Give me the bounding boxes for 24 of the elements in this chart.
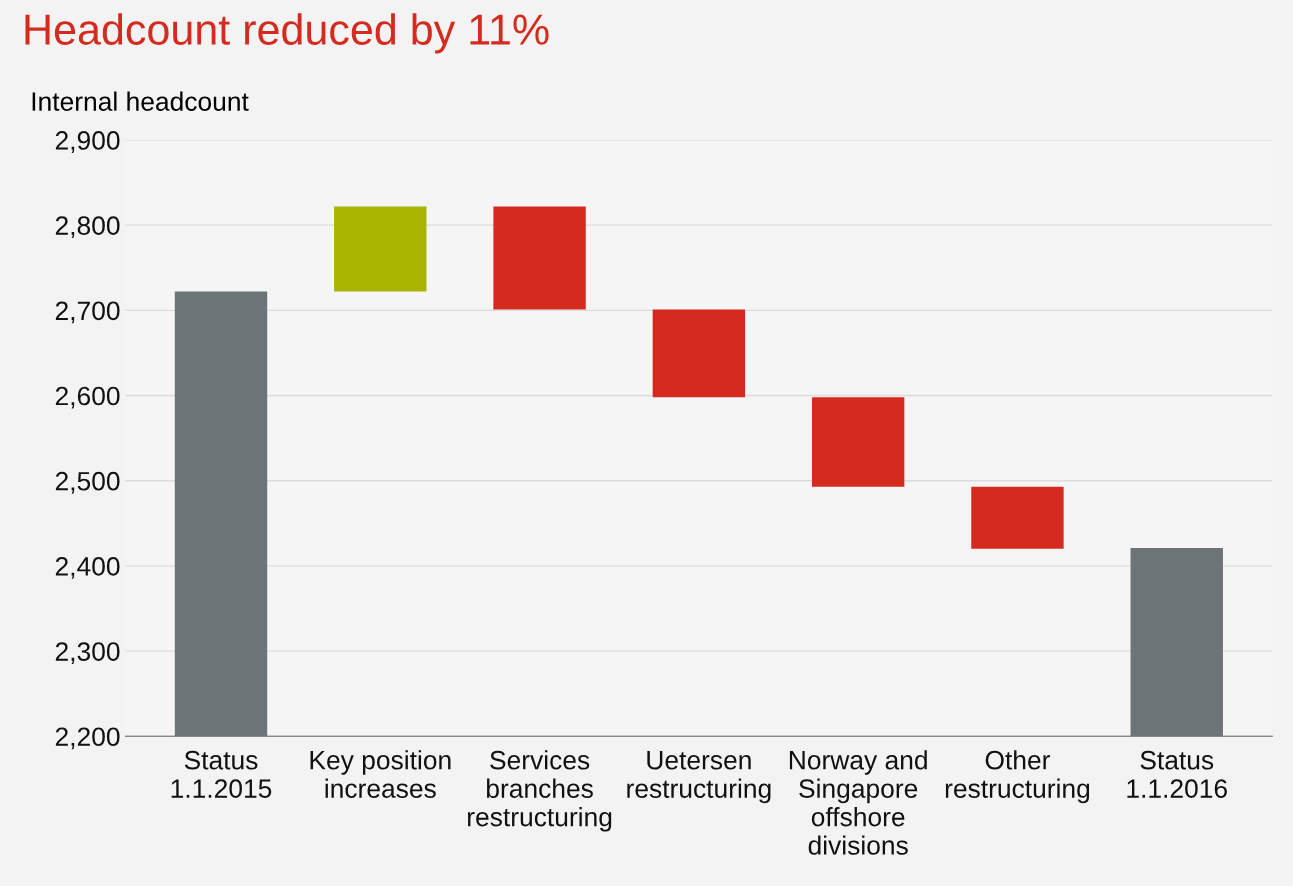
y-tick-label: 2,600 [55, 386, 120, 409]
bar [811, 397, 905, 487]
y-tick-label: 2,700 [55, 301, 120, 324]
bar [652, 309, 746, 398]
x-tick-label: Status 1.1.2015 [171, 750, 272, 798]
y-tick-label: 2,800 [55, 216, 120, 239]
x-tick-label: Uetersen restructuring [627, 751, 771, 804]
bar [493, 206, 586, 310]
y-tick-label: 2,900 [55, 131, 120, 153]
x-tick-label: Key position increases [310, 750, 451, 798]
y-tick-label: 2,500 [55, 471, 120, 494]
y-axis-title: Internal headcount [32, 91, 249, 111]
bar [971, 486, 1064, 549]
x-tick-label: Norway and Singapore offshore divisions [789, 750, 927, 855]
bar [1130, 548, 1223, 737]
chart-title: Headcount reduced by 11% [25, 13, 549, 54]
x-tick-label: Status 1.1.2016 [1127, 750, 1227, 798]
y-tick-label: 2,200 [55, 727, 120, 750]
x-tick-label: Services branches restructuring [468, 750, 612, 832]
x-tick-label: Other restructuring [945, 750, 1090, 804]
y-tick-label: 2,400 [55, 557, 120, 579]
bar [334, 206, 427, 292]
y-tick-label: 2,300 [55, 642, 120, 665]
bar [174, 291, 268, 737]
